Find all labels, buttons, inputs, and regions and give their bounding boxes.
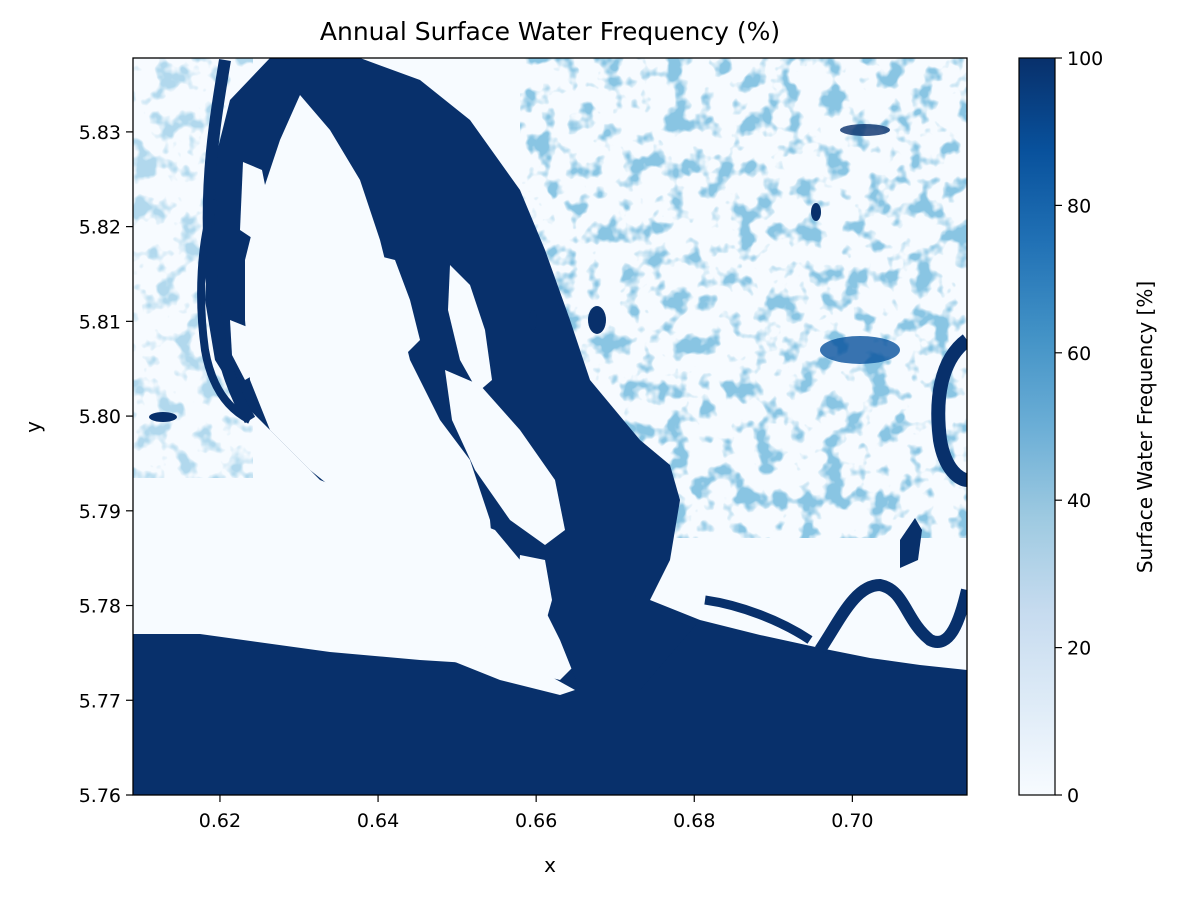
x-tick-label: 0.64: [357, 810, 399, 832]
heatmap-side-channel: [202, 59, 256, 424]
y-tick-label: 5.81: [79, 311, 121, 333]
y-tick-label: 5.82: [79, 217, 121, 239]
heatmap-island: [245, 95, 495, 585]
y-tick-label: 5.76: [79, 785, 121, 807]
heatmap-image: [133, 58, 967, 795]
heatmap-lagoon: [900, 518, 922, 568]
heatmap-island: [445, 370, 565, 545]
colorbar-axis: 0 20 40 60 80 100: [1055, 48, 1103, 807]
colorbar-tick-label: 40: [1067, 490, 1091, 512]
heatmap-pond: [588, 306, 606, 334]
colorbar-tick-label: 60: [1067, 343, 1091, 365]
y-tick-label: 5.83: [79, 122, 121, 144]
x-axis-label: x: [544, 853, 556, 877]
x-tick-label: 0.70: [831, 810, 873, 832]
heatmap-island: [518, 555, 552, 625]
colorbar: [1018, 57, 1056, 796]
x-tick-label: 0.66: [515, 810, 557, 832]
plot-frame: [132, 57, 968, 796]
heatmap-side-channel: [197, 198, 252, 424]
y-tick-label: 5.79: [79, 501, 121, 523]
heatmap-pond: [608, 592, 636, 600]
heatmap-island: [230, 320, 262, 380]
colorbar-tick-label: 20: [1067, 638, 1091, 660]
y-tick-label: 5.78: [79, 596, 121, 618]
y-axis: 5.76 5.77 5.78 5.79 5.80 5.81 5.82 5.83: [79, 122, 133, 807]
x-tick-label: 0.62: [199, 810, 241, 832]
colorbar-tick-label: 0: [1067, 785, 1079, 807]
heatmap-sea-region: [133, 615, 967, 795]
x-tick-label: 0.68: [673, 810, 715, 832]
heatmap-island: [448, 265, 492, 392]
y-axis-label: y: [21, 421, 45, 433]
heatmap-channel-branch: [704, 595, 813, 644]
heatmap-island: [240, 162, 268, 240]
heatmap-pond: [840, 124, 890, 136]
heatmap-meander: [815, 578, 967, 654]
x-axis: 0.62 0.64 0.66 0.68 0.70: [199, 795, 874, 832]
heatmap-pond: [149, 412, 177, 422]
colorbar-tick-label: 100: [1067, 48, 1103, 70]
y-tick-label: 5.80: [79, 406, 121, 428]
heatmap-pond: [529, 310, 537, 330]
heatmap-meander: [931, 334, 967, 487]
heatmap-island: [440, 630, 575, 695]
heatmap-pond: [820, 336, 900, 364]
y-tick-label: 5.77: [79, 690, 121, 712]
heatmap-pond: [811, 203, 821, 221]
chart-title: Annual Surface Water Frequency (%): [320, 17, 780, 46]
heatmap-island: [372, 255, 420, 355]
colorbar-tick-label: 80: [1067, 195, 1091, 217]
colorbar-label: Surface Water Frequency [%]: [1133, 281, 1157, 573]
